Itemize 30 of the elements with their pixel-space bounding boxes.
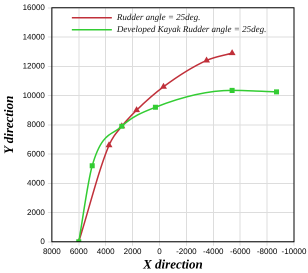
x-tick-label: -6000 [230, 246, 251, 256]
x-axis-title: X direction [142, 256, 203, 272]
x-tick-label: 4000 [96, 246, 116, 256]
y-tick-label: 14000 [22, 32, 46, 42]
y-tick-label: 16000 [22, 3, 46, 12]
y-tick-label: 4000 [27, 178, 46, 188]
legend-label: Rudder angle = 25deg. [116, 12, 200, 22]
x-tick-label: 2000 [124, 246, 142, 256]
x-tick-label: 0 [157, 246, 162, 256]
y-tick-label: 2000 [27, 208, 46, 217]
x-tick-label: 8000 [42, 246, 62, 256]
legend-label: Developed Kayak Rudder angle = 25deg. [116, 24, 266, 34]
point [230, 88, 235, 93]
y-tick-label: 10000 [22, 90, 46, 100]
point [90, 163, 95, 168]
x-tick-label: -10000 [282, 246, 307, 256]
point [274, 89, 280, 94]
y-tick-label: 6000 [27, 149, 46, 158]
y-tick-label: 8000 [27, 120, 46, 130]
point [204, 57, 210, 62]
x-tick-label: 6000 [70, 246, 88, 256]
point [134, 106, 140, 112]
x-tick-label: -8000 [256, 246, 278, 256]
y-axis-title: Y direction [1, 96, 16, 154]
x-tick-label: -2000 [176, 246, 198, 256]
x-tick-label: -4000 [203, 246, 224, 256]
point [152, 104, 158, 110]
point [229, 50, 236, 56]
y-tick-label: 0 [40, 237, 46, 246]
y-tick-label: 12000 [22, 62, 46, 71]
